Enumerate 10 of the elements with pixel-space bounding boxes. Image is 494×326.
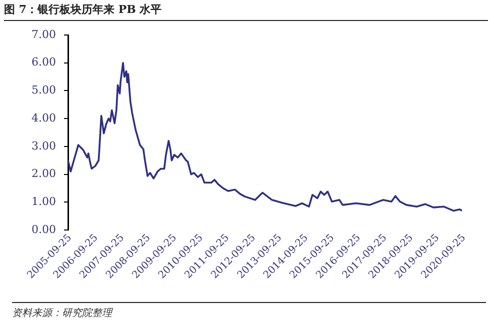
- y-tick-label: 7.00: [32, 28, 56, 41]
- y-tick-label: 0.00: [32, 222, 56, 236]
- y-tick-label: 1.00: [32, 195, 56, 208]
- text: 资料来源：研究院整理: [12, 302, 486, 320]
- y-tick-label: 4.00: [32, 111, 56, 124]
- y-tick-label: 3.00: [32, 139, 56, 152]
- y-tick-label: 2.00: [32, 167, 56, 180]
- y-tick-label: 5.00: [32, 84, 56, 97]
- y-tick-label: 6.00: [32, 56, 56, 69]
- chart-title: 图 7：银行板块历年来 PB 水平: [4, 2, 488, 21]
